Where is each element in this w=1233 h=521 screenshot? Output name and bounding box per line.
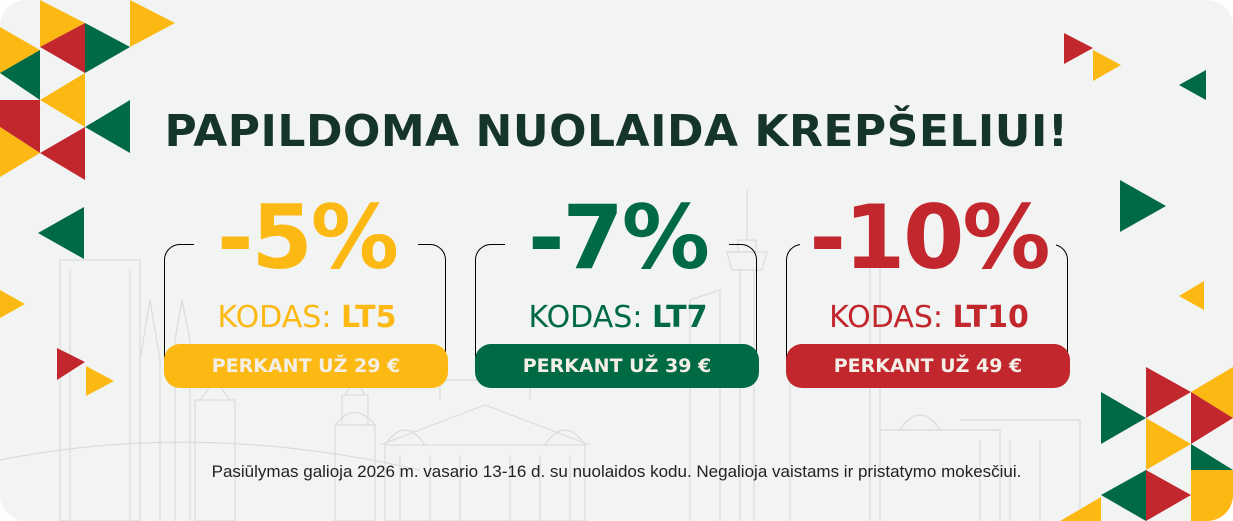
code-label: KODAS: bbox=[829, 300, 953, 335]
min-order-button[interactable]: PERKANT UŽ 49 € bbox=[786, 344, 1070, 388]
code-value[interactable]: LT5 bbox=[340, 300, 397, 335]
min-order-button[interactable]: PERKANT UŽ 39 € bbox=[475, 344, 759, 388]
code-label: KODAS: bbox=[217, 300, 341, 335]
promo-code: KODAS: LT5 bbox=[164, 300, 450, 336]
offer-card-7: -7% KODAS: LT7 PERKANT UŽ 39 € bbox=[475, 190, 761, 392]
terms-footnote: Pasiūlymas galioja 2026 m. vasario 13-16… bbox=[211, 462, 1022, 481]
code-value[interactable]: LT7 bbox=[651, 300, 708, 335]
promo-code: KODAS: LT10 bbox=[786, 300, 1072, 336]
code-value[interactable]: LT10 bbox=[952, 300, 1029, 335]
promo-code: KODAS: LT7 bbox=[475, 300, 761, 336]
discount-percent: -5% bbox=[217, 186, 399, 289]
frame-gap bbox=[194, 236, 418, 250]
discount-percent: -10% bbox=[809, 186, 1050, 289]
min-order-button[interactable]: PERKANT UŽ 29 € bbox=[164, 344, 448, 388]
discount-percent: -7% bbox=[528, 186, 710, 289]
offer-card-5: -5% KODAS: LT5 PERKANT UŽ 29 € bbox=[164, 190, 450, 392]
code-label: KODAS: bbox=[528, 300, 652, 335]
frame-gap bbox=[800, 236, 1056, 250]
frame-gap bbox=[505, 236, 729, 250]
offer-card-10: -10% KODAS: LT10 PERKANT UŽ 49 € bbox=[786, 190, 1072, 392]
headline: PAPILDOMA NUOLAIDA KREPŠELIUI! bbox=[164, 106, 1069, 157]
